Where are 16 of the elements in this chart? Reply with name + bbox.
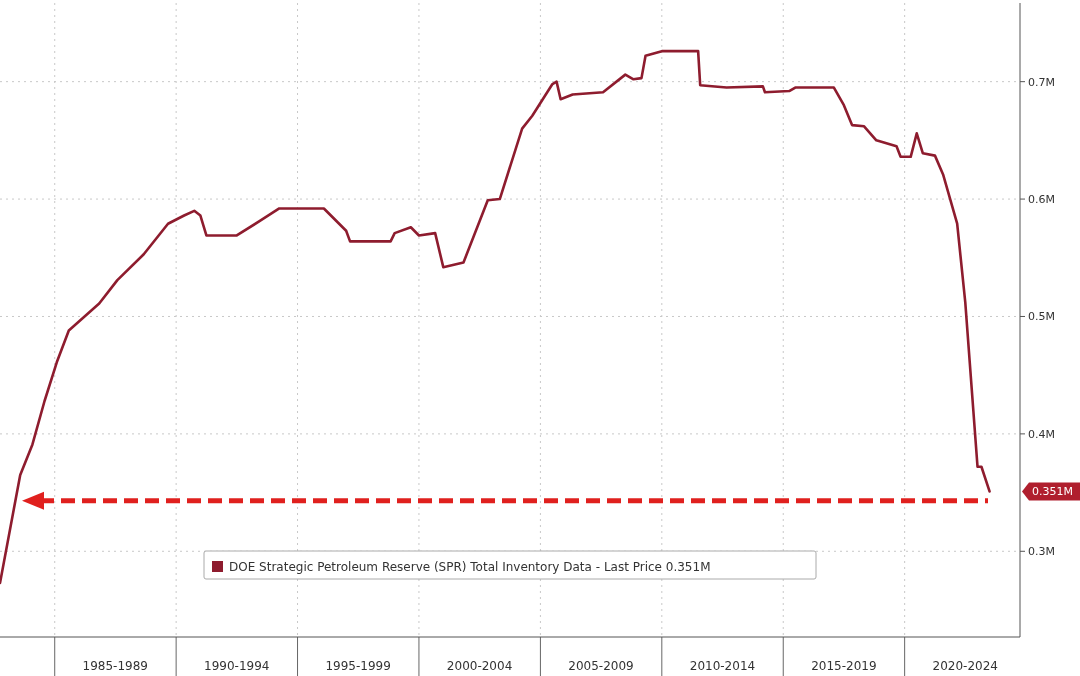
x-tick-label: 1990-1994 <box>204 659 270 673</box>
text: 0.351M <box>1032 485 1073 499</box>
x-tick-label: 2020-2024 <box>932 659 998 673</box>
x-tick-label: 2010-2014 <box>689 659 756 673</box>
y-tick-label: 0.5M <box>1028 310 1055 324</box>
legend-label: DOE Strategic Petroleum Reserve (SPR) Total Inventory Data - Last Price 0.351M <box>229 560 711 574</box>
y-tick-label: 0.4M <box>1028 427 1055 441</box>
x-tick-label: 1995-1999 <box>325 659 391 673</box>
x-tick-label: 2015-2019 <box>811 659 877 673</box>
x-tick-label: 1985-1989 <box>82 659 148 673</box>
y-tick-label: 0.7M <box>1028 75 1055 89</box>
x-tick-label: 2005-2009 <box>568 659 634 673</box>
y-tick-label: 0.6M <box>1028 193 1055 207</box>
line-series <box>0 49 991 585</box>
y-tick-label: 0.3M <box>1028 545 1055 559</box>
x-tick-label: 2000-2004 <box>446 659 513 673</box>
